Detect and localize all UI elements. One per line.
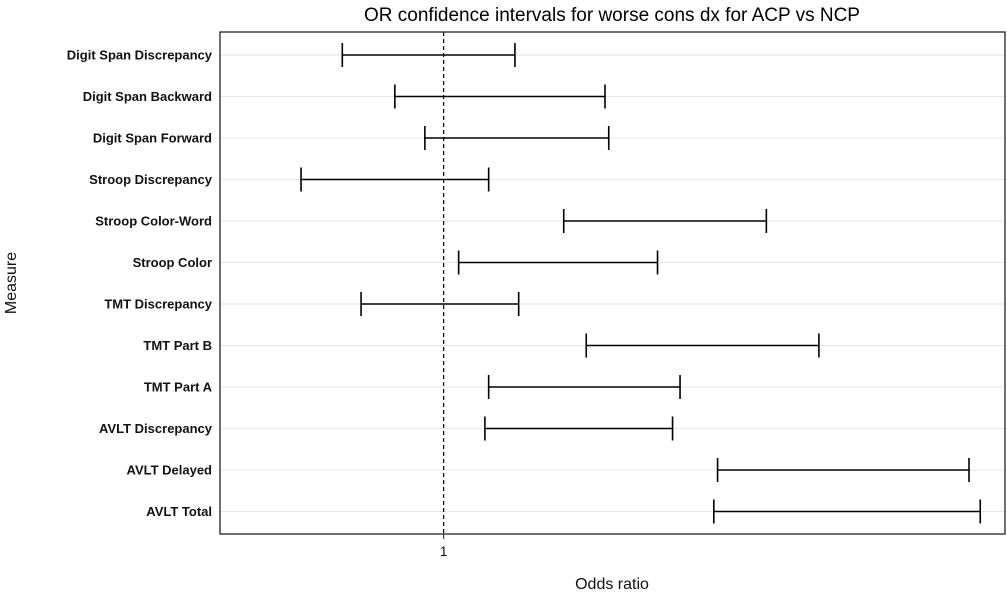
y-tick-label: AVLT Delayed <box>127 463 213 478</box>
y-tick-labels: Digit Span Discrepancy Digit Span Backwar… <box>67 48 213 520</box>
ci-interval <box>562 209 768 233</box>
y-tick-label: Digit Span Forward <box>93 131 212 146</box>
ci-interval <box>457 250 659 275</box>
ci-interval <box>394 84 606 109</box>
x-tick-label: 1 <box>440 543 448 559</box>
y-tick-label: TMT Part B <box>143 338 212 353</box>
y-tick-label: Digit Span Discrepancy <box>67 48 213 63</box>
y-tick-label: AVLT Total <box>146 504 212 519</box>
ci-interval <box>716 458 970 482</box>
y-tick-label: Stroop Color-Word <box>95 214 212 229</box>
y-tick-label: AVLT Discrepancy <box>99 421 213 436</box>
ci-interval <box>487 375 681 399</box>
ci-interval <box>424 126 610 150</box>
ci-interval <box>300 167 490 192</box>
chart-title: OR confidence intervals for worse cons d… <box>364 5 860 26</box>
x-axis-label: Odds ratio <box>575 576 649 593</box>
ci-interval <box>713 499 982 524</box>
ci-interval <box>360 292 520 316</box>
y-tick-label: Stroop Color <box>133 255 212 270</box>
y-tick-label: TMT Part A <box>144 380 213 395</box>
ci-interval <box>484 416 674 441</box>
plot-frame <box>219 31 1006 535</box>
y-tick-label: Digit Span Backward <box>83 89 212 104</box>
grid-layer <box>220 54 1005 512</box>
interval-layer <box>300 43 982 524</box>
y-axis-label: Measure <box>3 252 20 314</box>
ci-interval <box>585 333 820 358</box>
y-tick-label: Stroop Discrepancy <box>89 172 213 187</box>
ci-interval <box>341 43 516 67</box>
x-tick-labels: 1 <box>440 534 448 559</box>
y-tick-label: TMT Discrepancy <box>104 297 212 312</box>
